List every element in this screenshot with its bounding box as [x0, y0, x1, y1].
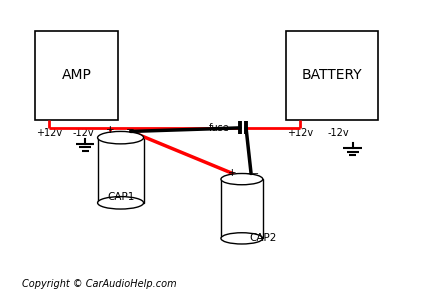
- Text: +: +: [106, 125, 115, 135]
- Text: −−: −−: [244, 168, 258, 177]
- Text: CAP2: CAP2: [249, 233, 277, 243]
- Text: -12v: -12v: [72, 128, 94, 138]
- Text: AMP: AMP: [62, 68, 92, 83]
- Text: fuse: fuse: [208, 123, 229, 133]
- Text: −: −: [126, 125, 135, 135]
- Text: CAP1: CAP1: [107, 192, 134, 202]
- Bar: [221, 179, 263, 238]
- Text: +12v: +12v: [37, 128, 63, 138]
- Text: +: +: [228, 168, 237, 178]
- Bar: [35, 31, 118, 120]
- Ellipse shape: [221, 233, 263, 244]
- Ellipse shape: [221, 173, 263, 185]
- Ellipse shape: [98, 132, 144, 144]
- Text: BATTERY: BATTERY: [301, 68, 362, 83]
- Text: Copyright © CarAudioHelp.com: Copyright © CarAudioHelp.com: [22, 279, 177, 289]
- Text: -12v: -12v: [327, 128, 349, 138]
- Text: +12v: +12v: [288, 128, 314, 138]
- Bar: [286, 31, 378, 120]
- Bar: [98, 138, 144, 203]
- Ellipse shape: [98, 197, 144, 209]
